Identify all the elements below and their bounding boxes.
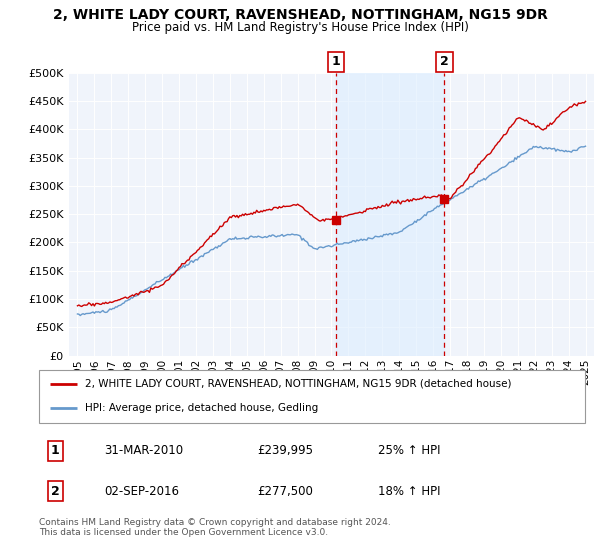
Text: 25% ↑ HPI: 25% ↑ HPI <box>377 444 440 457</box>
Text: £277,500: £277,500 <box>257 485 313 498</box>
Text: 2, WHITE LADY COURT, RAVENSHEAD, NOTTINGHAM, NG15 9DR: 2, WHITE LADY COURT, RAVENSHEAD, NOTTING… <box>53 8 547 22</box>
Text: HPI: Average price, detached house, Gedling: HPI: Average price, detached house, Gedl… <box>85 403 319 413</box>
Text: 2, WHITE LADY COURT, RAVENSHEAD, NOTTINGHAM, NG15 9DR (detached house): 2, WHITE LADY COURT, RAVENSHEAD, NOTTING… <box>85 379 512 389</box>
Text: Price paid vs. HM Land Registry's House Price Index (HPI): Price paid vs. HM Land Registry's House … <box>131 21 469 34</box>
Text: Contains HM Land Registry data © Crown copyright and database right 2024.
This d: Contains HM Land Registry data © Crown c… <box>39 518 391 538</box>
Text: £239,995: £239,995 <box>257 444 313 457</box>
Text: 18% ↑ HPI: 18% ↑ HPI <box>377 485 440 498</box>
Text: 2: 2 <box>51 485 60 498</box>
Text: 1: 1 <box>51 444 60 457</box>
Text: 2: 2 <box>440 55 449 68</box>
Text: 02-SEP-2016: 02-SEP-2016 <box>104 485 179 498</box>
Text: 1: 1 <box>331 55 340 68</box>
Text: 31-MAR-2010: 31-MAR-2010 <box>104 444 184 457</box>
Bar <box>336 73 445 356</box>
FancyBboxPatch shape <box>39 370 585 423</box>
